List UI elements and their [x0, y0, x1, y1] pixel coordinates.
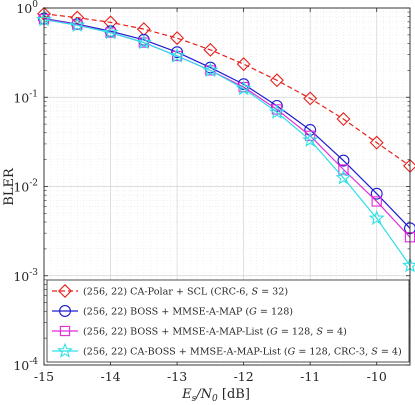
- legend-label: (256, 22) BOSS + MMSE-A-MAP (G = 128): [83, 307, 293, 318]
- series-4-point-4: [135, 34, 152, 50]
- series-1-line: [43, 13, 411, 167]
- series-1-point-11: [369, 135, 384, 150]
- series-4-point-2: [69, 16, 86, 33]
- series-3-point-10: [338, 164, 349, 175]
- y-tick-labels: 100 10-1 10-2 10-3 10-4: [13, 0, 38, 373]
- x-axis-label: Es/N0 [dB]: [181, 387, 250, 404]
- series-1-point-8: [269, 73, 284, 88]
- x-tick-label: -12: [234, 369, 254, 384]
- y-tick-label: 100: [16, 0, 38, 16]
- series-4-point-6: [202, 62, 219, 78]
- series-4: [36, 11, 415, 273]
- series-1-point-7: [236, 57, 251, 72]
- x-tick-label: -14: [100, 369, 120, 384]
- series-3-point-11: [371, 196, 382, 207]
- series-1-point-10: [336, 112, 351, 127]
- legend-label: (256, 22) BOSS + MMSE-A-MAP-List (G = 12…: [83, 327, 347, 338]
- series-2: [38, 12, 415, 235]
- x-tick-labels: -15 -14 -13 -12 -11 -10: [34, 369, 387, 384]
- series-4-point-9: [302, 131, 319, 147]
- series-1: [37, 6, 415, 173]
- series-4-point-10: [335, 169, 352, 185]
- y-tick-label: 10-1: [13, 89, 38, 105]
- y-tick-label: 10-4: [13, 357, 38, 373]
- legend-item-4: (256, 22) CA-BOSS + MMSE-A-MAP-List (G =…: [52, 342, 402, 358]
- legend-marker: [59, 305, 71, 317]
- series-4-point-11: [368, 209, 385, 226]
- x-tick-label: -11: [300, 369, 320, 384]
- y-tick-label: 10-3: [13, 268, 38, 284]
- y-tick-label: 10-2: [13, 179, 38, 195]
- y-axis-label: BLER: [2, 167, 17, 206]
- series-layer: [36, 6, 415, 273]
- series-1-point-3: [103, 15, 118, 30]
- series-2-point-11: [370, 187, 383, 200]
- legend-item-2: (256, 22) BOSS + MMSE-A-MAP (G = 128): [52, 305, 293, 318]
- series-4-point-7: [235, 80, 252, 96]
- x-tick-label: -13: [167, 369, 187, 384]
- legend-label: (256, 22) CA-Polar + SCL (CRC-6, S = 32): [83, 287, 288, 298]
- legend-marker: [57, 342, 73, 358]
- legend-item-1: (256, 22) CA-Polar + SCL (CRC-6, S = 32): [52, 284, 288, 298]
- legend-item-3: (256, 22) BOSS + MMSE-A-MAP-List (G = 12…: [52, 325, 347, 338]
- legend-marker: [59, 325, 71, 337]
- legend-label: (256, 22) CA-BOSS + MMSE-A-MAP-List (G =…: [83, 347, 402, 358]
- legend-box: [46, 279, 410, 363]
- series-4-point-3: [102, 24, 119, 40]
- series-1-point-6: [203, 42, 218, 57]
- series-1-point-5: [170, 31, 185, 46]
- series-4-point-8: [268, 103, 285, 119]
- legend: (256, 22) CA-Polar + SCL (CRC-6, S = 32)…: [46, 279, 410, 363]
- series-2-point-10: [337, 154, 350, 167]
- series-1-point-9: [303, 91, 318, 106]
- x-tick-label: -15: [34, 369, 54, 384]
- series-3: [38, 14, 415, 243]
- x-tick-label: -10: [367, 369, 387, 384]
- legend-marker: [58, 284, 72, 298]
- series-4-point-5: [169, 47, 186, 63]
- series-2-point-5: [171, 46, 184, 59]
- series-2-line: [43, 18, 411, 229]
- series-3-line: [43, 18, 411, 238]
